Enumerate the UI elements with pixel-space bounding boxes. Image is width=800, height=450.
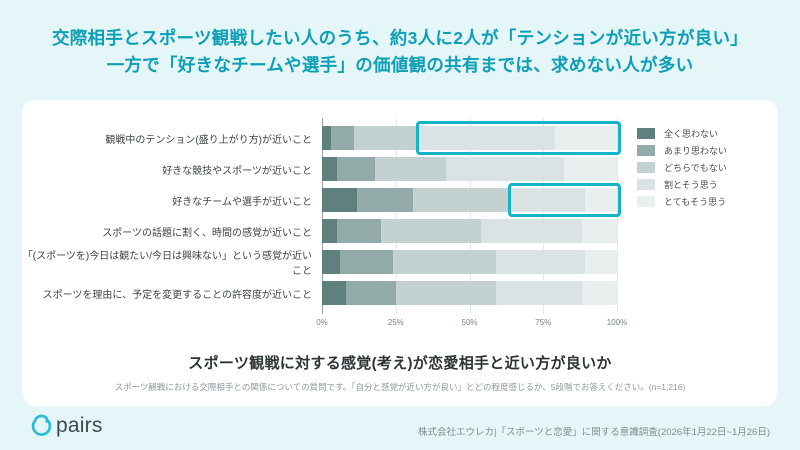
bar-segment [481,219,582,243]
legend-label: とてもそう思う [664,197,727,207]
chart-rows: 観戦中のテンション(盛り上がり方)が近いこと好きな競技やスポーツが近いこと好きな… [22,121,621,305]
bar-segment [413,188,508,212]
bar-segment [322,157,337,181]
bar-segment [416,126,556,150]
bar-segment [354,126,417,150]
legend-item: どちらでもない [637,162,727,173]
bar-segment [336,157,376,181]
x-tick-label: 75% [535,318,552,327]
pairs-logo-icon [31,414,52,436]
bar-segment [375,157,446,181]
bar-segment [581,281,617,305]
bar-segment [322,281,346,305]
pairs-logo-text: pairs [56,413,103,437]
x-tick-label: 0% [316,318,328,327]
bar-segment [357,188,414,212]
x-axis-ticks: 0% 25% 50% 75% 100% [316,318,627,330]
legend-item: あまり思わない [637,145,727,156]
chart-row: 好きな競技やスポーツが近いこと [22,157,618,181]
legend-swatch [637,162,655,173]
category-label: スポーツを理由に、予定を変更することの許容度が近いこと [42,289,312,301]
bar-track [322,281,617,305]
legend-swatch [637,179,655,190]
x-tick-label: 100% [606,318,628,327]
legend: 全く思わない あまり思わない どちらでもない 割とそう思う とてもそう思う [637,128,727,207]
bar-segment [507,188,585,212]
category-label: 「(スポーツを)今日は観たい/今日は興味ない」という感覚が近いこと [22,251,312,277]
bar-segment [496,281,582,305]
bar-segment [381,219,482,243]
category-label: 好きな競技やスポーツが近いこと [162,165,312,177]
category-label: スポーツの話題に割く、時間の感覚が近いこと [102,227,312,239]
chart-card: 観戦中のテンション(盛り上がり方)が近いこと好きな競技やスポーツが近いこと好きな… [22,100,778,406]
legend-swatch [637,196,655,207]
grid-line [395,118,397,314]
bar-segment [322,219,337,243]
bar-segment [555,126,617,150]
chart-row: 観戦中のテンション(盛り上がり方)が近いこと [22,121,621,155]
bar-segment [322,126,331,150]
legend-swatch [637,128,655,139]
legend-swatch [637,145,655,156]
bar-track [322,121,621,155]
bar-track [322,219,617,243]
bar-track [322,250,617,274]
legend-label: どちらでもない [664,163,727,173]
grid-line [469,118,471,314]
page-title-line1: 交際相手とスポーツ観戦したい人のうち、約3人に2人が「テンションが近い方が良い」 [51,28,749,48]
chart-row: スポーツを理由に、予定を変更することの許容度が近いこと [22,281,618,305]
bar-segment [392,250,497,274]
page-title-line2: 一方で「好きなチームや選手」の価値観の共有までは、求めない人が多い [106,55,694,76]
bar-segment [496,250,585,274]
category-label: 好きなチームや選手が近いこと [172,196,312,208]
bar-segment [322,188,358,212]
bar-segment [584,250,617,274]
chart-row: スポーツの話題に割く、時間の感覚が近いこと [22,219,618,243]
pairs-logo: pairs [28,412,103,439]
bar-track [322,157,617,181]
grid-line [322,118,323,314]
chart-row: 「(スポーツを)今日は観たい/今日は興味ない」という感覚が近いこと [22,250,618,277]
legend-item: 割とそう思う [637,179,727,190]
legend-label: 全く思わない [664,129,719,139]
bar-segment [563,157,617,181]
source-text: 株式会社エウレカ|「スポーツと恋愛」に関する意識調査(2026年1月22日~1月… [418,427,770,438]
bar-track [322,183,621,217]
category-label: 観戦中のテンション(盛り上がり方)が近いこと [105,134,312,146]
legend-item: 全く思わない [637,128,727,139]
chart-caption: スポーツ観戦における交際相手との関係についての質問です。「自分と感覚が近い方が良… [114,382,686,392]
legend-item: とてもそう思う [637,196,727,207]
x-tick-label: 25% [387,318,404,327]
bar-segment [330,126,355,150]
bar-segment [336,219,381,243]
bar-segment [322,250,340,274]
chart-subtitle: スポーツ観戦に対する感覚(考え)が恋愛相手と近い方が良いか [188,355,612,372]
bar-segment [584,188,617,212]
page-title: 交際相手とスポーツ観戦したい人のうち、約3人に2人が「テンションが近い方が良い」… [0,25,800,79]
bar-segment [581,219,617,243]
bar-segment [339,250,393,274]
legend-label: あまり思わない [664,146,728,156]
bar-segment [345,281,396,305]
bar-segment [395,281,497,305]
bar-segment [445,157,564,181]
x-tick-label: 50% [461,318,478,327]
legend-label: 割とそう思う [664,180,718,190]
chart-row: 好きなチームや選手が近いこと [22,183,621,217]
